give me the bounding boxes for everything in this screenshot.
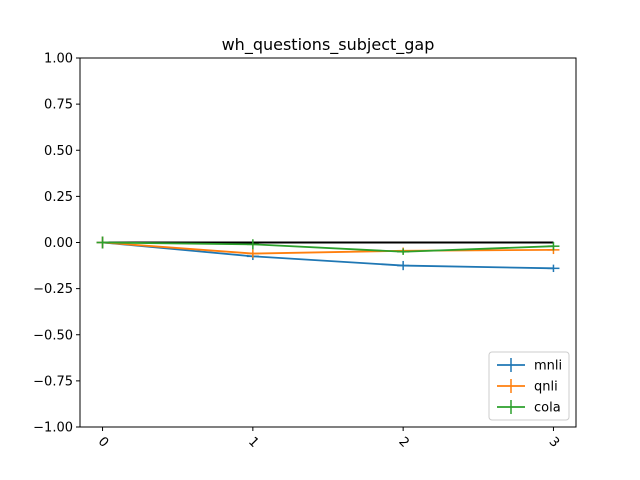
y-tick-label: 0.75 xyxy=(44,98,73,113)
y-tick-label: −1.00 xyxy=(33,421,73,436)
series-line-cola xyxy=(102,241,554,253)
y-tick-label: −0.75 xyxy=(33,374,73,389)
chart-title: wh_questions_subject_gap xyxy=(222,35,435,55)
y-tick-label: −0.50 xyxy=(33,328,73,343)
legend-label-qnli: qnli xyxy=(534,380,558,395)
legend: mnli qnli cola xyxy=(488,351,570,421)
plot-frame xyxy=(79,57,577,428)
y-tick-label: 0.50 xyxy=(44,144,73,159)
y-tick-label: 0.25 xyxy=(44,190,73,205)
series-line-qnli xyxy=(102,241,554,255)
y-tick-label: 1.00 xyxy=(44,52,73,67)
legend-label-cola: cola xyxy=(534,401,561,416)
legend-box xyxy=(488,351,570,421)
legend-label-mnli: mnli xyxy=(534,359,562,374)
y-tick-label: −0.25 xyxy=(33,282,73,297)
y-tick-label: 0.00 xyxy=(44,236,73,251)
series-line-mnli xyxy=(102,241,554,270)
